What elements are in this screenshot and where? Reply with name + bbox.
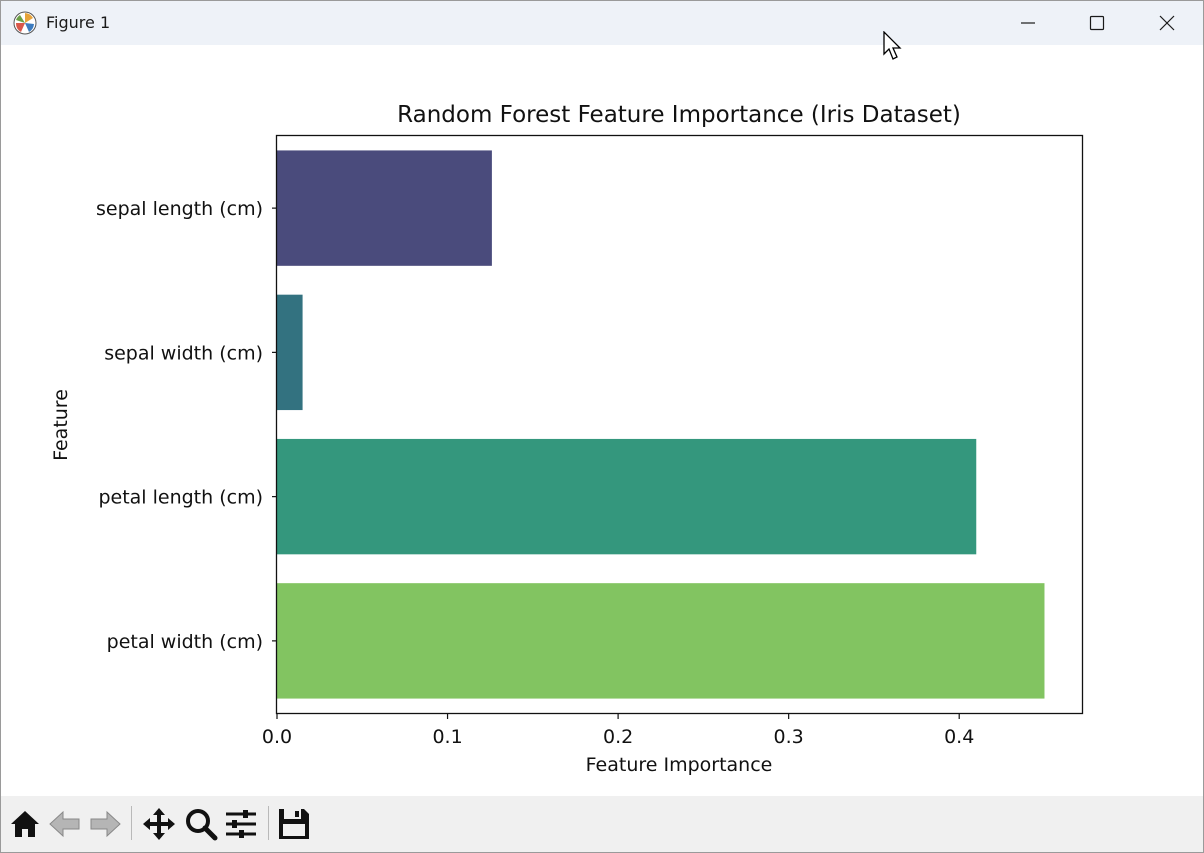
x-tick-label: 0.2 — [603, 726, 633, 748]
y-tick-label: petal width (cm) — [107, 631, 263, 653]
title-bar[interactable]: Figure 1 — [1, 1, 1203, 45]
figure-canvas[interactable]: Random Forest Feature Importance (Iris D… — [1, 45, 1203, 795]
matplotlib-icon — [13, 11, 37, 35]
save-floppy-icon[interactable] — [276, 806, 312, 842]
x-tick-label: 0.1 — [432, 726, 462, 748]
close-icon — [1159, 15, 1175, 31]
x-tick-label: 0.4 — [944, 726, 974, 748]
back-arrow-icon[interactable] — [47, 806, 83, 842]
home-icon[interactable] — [7, 806, 43, 842]
y-tick-label: sepal width (cm) — [104, 342, 263, 364]
x-axis-label: Feature Importance — [586, 754, 773, 776]
plot-frame — [275, 134, 1084, 715]
minimize-icon — [1021, 22, 1035, 24]
x-tick-label: 0.0 — [262, 726, 292, 748]
toolbar-separator — [268, 806, 269, 840]
y-tick-label: petal length (cm) — [98, 487, 263, 509]
maximize-icon — [1089, 15, 1105, 31]
maximize-button[interactable] — [1063, 1, 1131, 45]
configure-subplots-icon[interactable] — [223, 806, 259, 842]
bar-petal-width — [277, 583, 1045, 699]
minimize-button[interactable] — [994, 1, 1062, 45]
forward-arrow-icon[interactable] — [87, 806, 123, 842]
pan-move-icon[interactable] — [141, 806, 177, 842]
bar-sepal-width — [277, 294, 303, 411]
zoom-magnifier-icon[interactable] — [183, 806, 219, 842]
close-button[interactable] — [1133, 1, 1201, 45]
x-tick-label: 0.3 — [774, 726, 804, 748]
navigation-toolbar — [1, 796, 1203, 852]
bar-petal-length — [277, 438, 977, 555]
mouse-cursor-icon — [883, 31, 902, 60]
toolbar-separator — [131, 806, 132, 840]
y-axis-label: Feature — [50, 389, 72, 461]
window-title: Figure 1 — [46, 13, 111, 32]
y-tick-label: sepal length (cm) — [96, 198, 263, 220]
bar-chart: Random Forest Feature Importance (Iris D… — [50, 102, 1084, 776]
bar-sepal-length — [277, 150, 492, 266]
chart-title: Random Forest Feature Importance (Iris D… — [397, 102, 961, 128]
